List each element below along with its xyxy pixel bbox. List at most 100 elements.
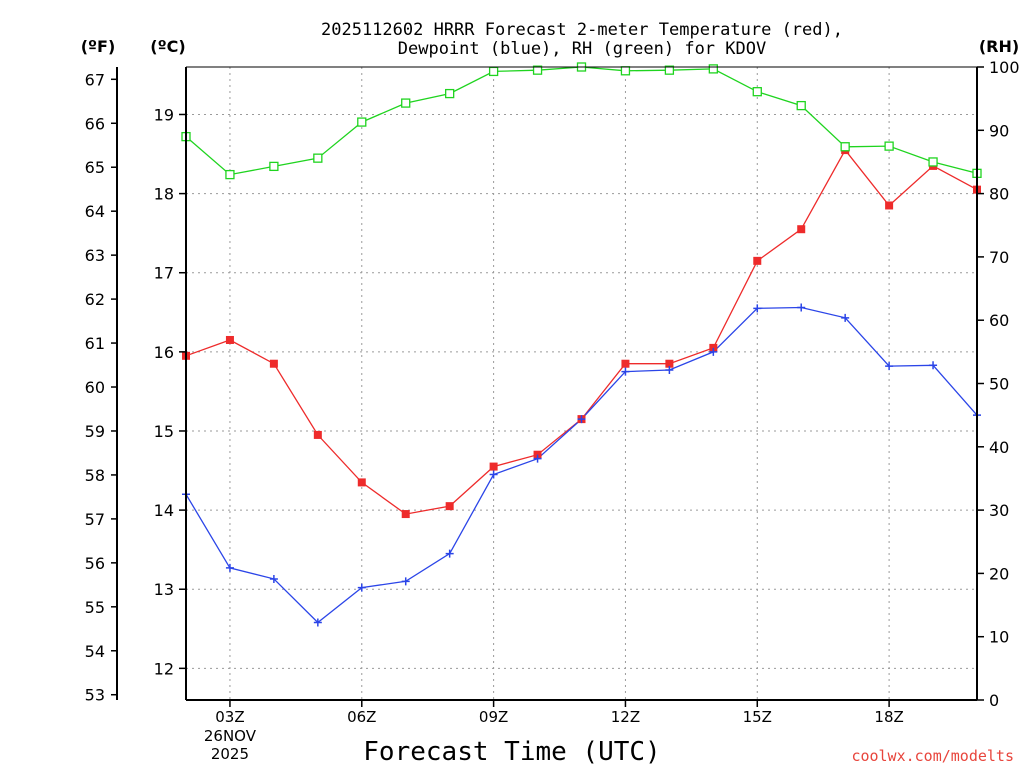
fahrenheit-tick-label: 67 bbox=[85, 70, 105, 89]
celsius-tick-label: 16 bbox=[154, 343, 174, 362]
celsius-tick-label: 14 bbox=[154, 501, 174, 520]
fahrenheit-tick-label: 56 bbox=[85, 554, 105, 573]
x-tick-label: 09Z bbox=[479, 708, 508, 726]
x-tick-label: 15Z bbox=[743, 708, 772, 726]
temperature-point bbox=[401, 510, 410, 519]
rh-tick-label: 10 bbox=[989, 628, 1009, 647]
temperature-point bbox=[753, 256, 762, 265]
celsius-tick-label: 19 bbox=[154, 105, 174, 124]
celsius-unit-label: (ºC) bbox=[150, 37, 185, 56]
grid-lines bbox=[186, 67, 977, 700]
rh-point bbox=[928, 157, 938, 167]
dewpoint-line bbox=[185, 306, 978, 624]
rh-point bbox=[884, 141, 894, 151]
rh-point bbox=[752, 87, 762, 97]
fahrenheit-tick-label: 62 bbox=[85, 290, 105, 309]
fahrenheit-tick-label: 61 bbox=[85, 334, 105, 353]
rh-point bbox=[708, 64, 718, 74]
dewpoint-point bbox=[841, 313, 850, 322]
x-tick-label: 03Z bbox=[215, 708, 244, 726]
rh-tick-label: 50 bbox=[989, 375, 1009, 394]
rh-point bbox=[225, 169, 235, 180]
fahrenheit-tick-label: 60 bbox=[85, 378, 105, 397]
fahrenheit-tick-label: 63 bbox=[85, 246, 105, 265]
temperature-point bbox=[313, 430, 322, 439]
fahrenheit-unit-label: (ºF) bbox=[81, 37, 116, 56]
celsius-tick-label: 15 bbox=[154, 422, 174, 441]
rh-tick-label: 40 bbox=[989, 438, 1009, 457]
dewpoint-point bbox=[533, 454, 542, 463]
rh-unit-label: (RH) bbox=[979, 37, 1019, 56]
fahrenheit-tick-label: 54 bbox=[85, 642, 105, 661]
rh-tick-label: 20 bbox=[989, 564, 1009, 583]
rh-tick-label: 100 bbox=[989, 58, 1020, 77]
temperature-point bbox=[225, 335, 234, 344]
rh-point bbox=[664, 65, 675, 75]
x-tick-label: 06Z bbox=[347, 708, 376, 726]
rh-tick-label: 0 bbox=[989, 691, 999, 710]
x-tick-label: 18Z bbox=[874, 708, 903, 726]
dewpoint-point bbox=[621, 367, 630, 376]
x-tick-label: 12Z bbox=[611, 708, 640, 726]
series-lines bbox=[185, 66, 978, 624]
fahrenheit-tick-label: 55 bbox=[85, 598, 105, 617]
temperature-point bbox=[357, 478, 366, 487]
dewpoint-point bbox=[929, 361, 938, 370]
celsius-tick-label: 13 bbox=[154, 580, 174, 599]
fahrenheit-tick-label: 66 bbox=[85, 114, 105, 133]
dewpoint-point bbox=[885, 362, 894, 371]
rh-tick-label: 30 bbox=[989, 501, 1009, 520]
temperature-point bbox=[269, 359, 278, 368]
fahrenheit-tick-label: 59 bbox=[85, 422, 105, 441]
dewpoint-point bbox=[577, 415, 586, 424]
dewpoint-point bbox=[225, 563, 234, 572]
fahrenheit-tick-label: 65 bbox=[85, 158, 105, 177]
chart-title-line2: Dewpoint (blue), RH (green) for KDOV bbox=[398, 39, 766, 59]
dewpoint-point bbox=[269, 574, 278, 583]
temperature-point bbox=[797, 225, 806, 234]
rh-point bbox=[357, 117, 367, 127]
dewpoint-point bbox=[797, 303, 806, 312]
dewpoint-point bbox=[401, 577, 410, 586]
rh-tick-label: 90 bbox=[989, 121, 1009, 140]
celsius-tick-label: 17 bbox=[154, 264, 174, 283]
rh-point bbox=[313, 153, 323, 163]
dewpoint-point bbox=[665, 366, 674, 375]
fahrenheit-tick-label: 58 bbox=[85, 466, 105, 485]
x-date-label: 26NOV bbox=[204, 727, 257, 745]
dewpoint-point bbox=[357, 583, 366, 592]
rh-tick-label: 70 bbox=[989, 248, 1009, 267]
rh-point bbox=[401, 98, 411, 108]
x-year-label: 2025 bbox=[211, 745, 249, 763]
dewpoint-point bbox=[489, 470, 498, 479]
rh-tick-label: 60 bbox=[989, 311, 1009, 330]
series-markers bbox=[181, 62, 982, 627]
rh-point bbox=[840, 142, 850, 152]
dewpoint-point bbox=[709, 347, 718, 356]
celsius-tick-label: 12 bbox=[154, 659, 174, 678]
rh-line bbox=[185, 66, 978, 176]
temperature-point bbox=[885, 201, 894, 210]
rh-point bbox=[445, 88, 455, 99]
rh-point bbox=[269, 161, 279, 172]
fahrenheit-tick-label: 57 bbox=[85, 510, 105, 529]
dewpoint-point bbox=[313, 618, 322, 627]
celsius-tick-label: 18 bbox=[154, 185, 174, 204]
temperature-point bbox=[665, 359, 674, 368]
credit-text: coolwx.com/modelts bbox=[851, 747, 1014, 765]
x-axis-label: Forecast Time (UTC) bbox=[363, 737, 660, 767]
rh-point bbox=[488, 66, 499, 77]
rh-point bbox=[620, 66, 631, 76]
chart-title-line1: 2025112602 HRRR Forecast 2-meter Tempera… bbox=[321, 20, 843, 40]
dewpoint-point bbox=[445, 549, 454, 558]
dewpoint-point bbox=[753, 304, 762, 313]
temperature-point bbox=[445, 502, 454, 511]
temperature-point bbox=[489, 462, 498, 471]
fahrenheit-tick-label: 64 bbox=[85, 202, 105, 221]
rh-point bbox=[532, 65, 543, 75]
rh-tick-label: 80 bbox=[989, 185, 1009, 204]
rh-point bbox=[796, 100, 806, 111]
fahrenheit-tick-label: 53 bbox=[85, 686, 105, 705]
